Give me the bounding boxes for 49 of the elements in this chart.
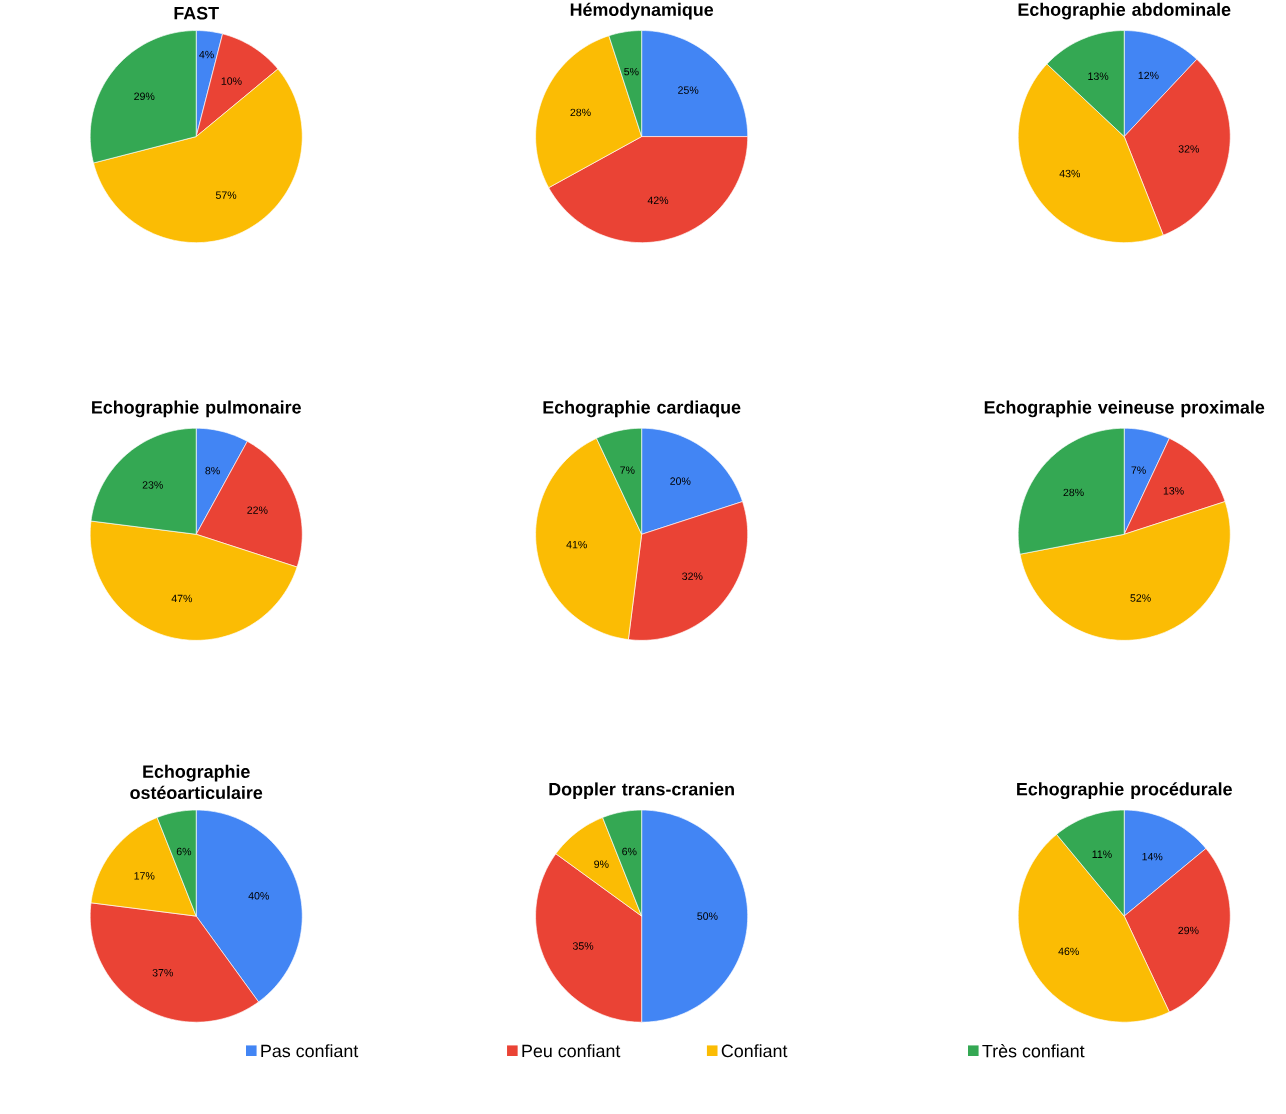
data-label: 20% [670, 477, 691, 485]
data-label: 50% [697, 912, 718, 920]
data-label: 10% [221, 77, 242, 85]
data-label: 5% [624, 67, 639, 76]
data-label: 43% [1059, 169, 1081, 178]
chart-title: Echographie veineuse proximale [984, 400, 1265, 418]
data-label: 12% [1138, 71, 1159, 79]
chart-title: Echographie cardiaque [543, 400, 741, 418]
data-label: 8% [205, 466, 220, 475]
data-label: 28% [1063, 488, 1084, 496]
data-label: 52% [1130, 594, 1151, 602]
legend-label: Très confiant [982, 1043, 1085, 1058]
data-label: 13% [1163, 486, 1184, 495]
data-label: 13% [1088, 72, 1109, 80]
chart-title: Doppler trans-cranien [549, 782, 734, 799]
data-label: 7% [620, 466, 635, 474]
data-label: 57% [215, 191, 237, 199]
chart-title: Echographie ostéoarticulaire [130, 764, 263, 799]
data-label: 23% [142, 481, 163, 489]
legend-label: Confiant [721, 1043, 788, 1058]
data-label: 7% [1131, 466, 1146, 474]
data-label: 9% [594, 860, 609, 868]
data-label: 11% [1092, 850, 1112, 858]
data-label: 6% [622, 847, 637, 856]
data-label: 22% [247, 506, 268, 514]
data-label: 25% [678, 86, 699, 94]
legend-label: Pas confiant [261, 1043, 359, 1058]
chart-title: Echographie procédurale [1017, 781, 1232, 799]
data-label: 46% [1058, 947, 1079, 955]
data-label: 4% [199, 50, 214, 58]
data-label: 41% [566, 540, 587, 549]
data-label: 17% [134, 871, 155, 880]
data-label: 32% [682, 572, 703, 580]
chart-title: Hémodynamique [570, 2, 714, 20]
data-label: 32% [1178, 144, 1199, 153]
data-label: 37% [152, 968, 173, 977]
data-label: 29% [1178, 926, 1199, 934]
data-label: 42% [647, 196, 669, 204]
chart-title: Echographie abdominale [1018, 2, 1231, 20]
chart-title: Echographie pulmonaire [92, 400, 301, 418]
chart-title: FAST [174, 6, 219, 20]
data-label: 14% [1142, 852, 1163, 861]
data-label: 47% [171, 594, 193, 602]
data-label: 6% [176, 847, 192, 856]
legend-label: Peu confiant [522, 1043, 621, 1058]
data-label: 40% [248, 891, 269, 900]
data-label: 28% [570, 108, 591, 116]
data-label: 35% [572, 942, 594, 950]
data-label: 29% [134, 92, 155, 100]
